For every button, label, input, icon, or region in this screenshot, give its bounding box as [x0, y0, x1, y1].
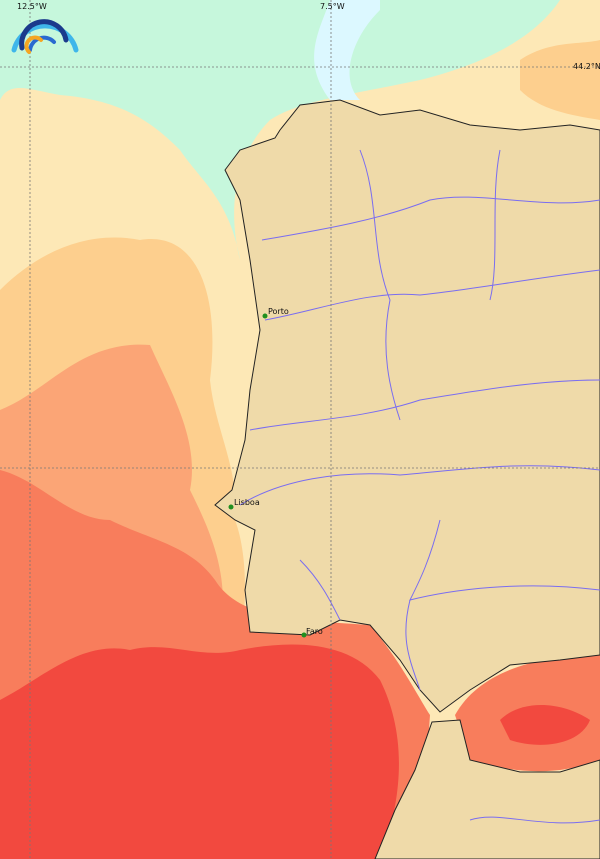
sea-cold-north — [0, 0, 560, 260]
city-marker-porto — [262, 313, 268, 319]
sea-red-med-core — [500, 705, 590, 745]
latitude-label-44-2n: 44.2°N — [573, 62, 600, 71]
city-label-lisboa: Lisboa — [234, 498, 260, 507]
city-markers — [228, 313, 307, 638]
logo — [11, 19, 79, 54]
city-label-faro: Faro — [306, 627, 323, 636]
longitude-label-7-5w: 7.5°W — [320, 2, 345, 11]
sea-red — [0, 644, 399, 859]
land-africa — [374, 719, 600, 859]
city-marker-faro — [301, 632, 307, 638]
rivers — [239, 149, 600, 824]
city-marker-lisboa — [228, 504, 234, 510]
longitude-label-12-5w: 12.5°W — [17, 2, 47, 11]
sea-coldest — [260, 0, 380, 100]
city-label-porto: Porto — [268, 307, 289, 316]
sea-light-orange-ne — [520, 40, 600, 120]
land-iberia — [214, 99, 600, 713]
